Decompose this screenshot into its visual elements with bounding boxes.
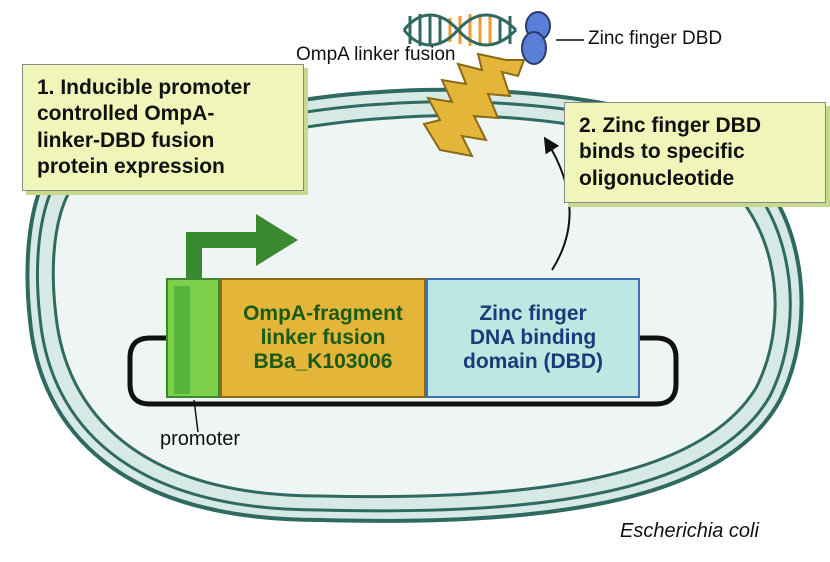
note-1-line-3: linker-DBD fusion (37, 128, 289, 154)
zinc-dbd-gene-box: Zinc finger DNA binding domain (DBD) (426, 278, 640, 398)
note-2-line-3: oligonucleotide (579, 166, 811, 192)
promoter-arrow (186, 214, 298, 278)
note-box-1: 1. Inducible promoter controlled OmpA- l… (22, 64, 304, 191)
dna-helix (404, 14, 516, 46)
zinc-finger-blob (522, 12, 550, 64)
note-box-2: 2. Zinc finger DBD binds to specific oli… (564, 102, 826, 203)
note-2-line-2: binds to specific (579, 139, 811, 165)
promoter-block (166, 278, 220, 398)
zincdbd-line-2: DNA binding (428, 326, 638, 350)
ompa-gene-box: OmpA-fragment linker fusion BBa_K103006 (220, 278, 426, 398)
note-1-line-2: controlled OmpA- (37, 101, 289, 127)
ompa-line-3: BBa_K103006 (222, 350, 424, 374)
ompa-line-1: OmpA-fragment (222, 302, 424, 326)
zincdbd-line-3: domain (DBD) (428, 350, 638, 374)
promoter-block-band (174, 286, 190, 394)
ecoli-label: Escherichia coli (620, 520, 759, 543)
promoter-label: promoter (160, 428, 240, 451)
note-2-line-1: 2. Zinc finger DBD (579, 113, 811, 139)
zinc-finger-label: Zinc finger DBD (588, 28, 722, 50)
diagram-canvas: 1. Inducible promoter controlled OmpA- l… (0, 0, 830, 562)
ompa-line-2: linker fusion (222, 326, 424, 350)
zincdbd-line-1: Zinc finger (428, 302, 638, 326)
ompa-linker-protein (424, 54, 524, 156)
ompa-linker-label: OmpA linker fusion (296, 44, 455, 66)
note-1-line-1: 1. Inducible promoter (37, 75, 289, 101)
note-1-line-4: protein expression (37, 154, 289, 180)
